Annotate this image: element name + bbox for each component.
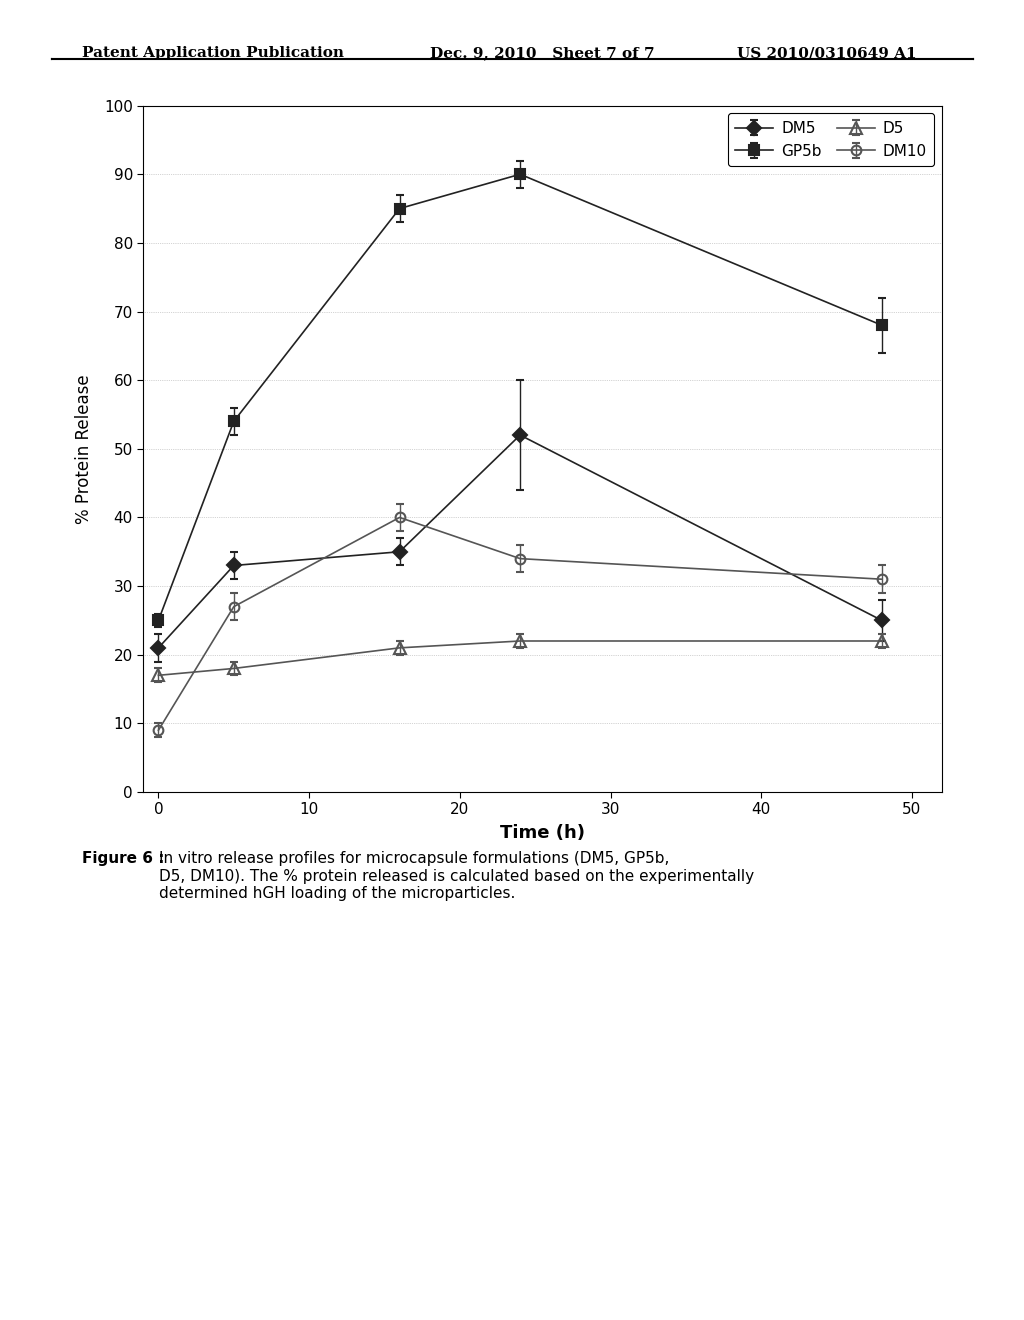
Legend: DM5, GP5b, D5, DM10: DM5, GP5b, D5, DM10 [728, 114, 935, 166]
Y-axis label: % Protein Release: % Protein Release [75, 374, 93, 524]
Text: Figure 6 :: Figure 6 : [82, 851, 170, 866]
Text: Patent Application Publication: Patent Application Publication [82, 46, 344, 61]
Text: Dec. 9, 2010   Sheet 7 of 7: Dec. 9, 2010 Sheet 7 of 7 [430, 46, 654, 61]
Text: In vitro release profiles for microcapsule formulations (DM5, GP5b,
D5, DM10). T: In vitro release profiles for microcapsu… [159, 851, 754, 902]
Text: US 2010/0310649 A1: US 2010/0310649 A1 [737, 46, 916, 61]
X-axis label: Time (h): Time (h) [500, 825, 586, 842]
